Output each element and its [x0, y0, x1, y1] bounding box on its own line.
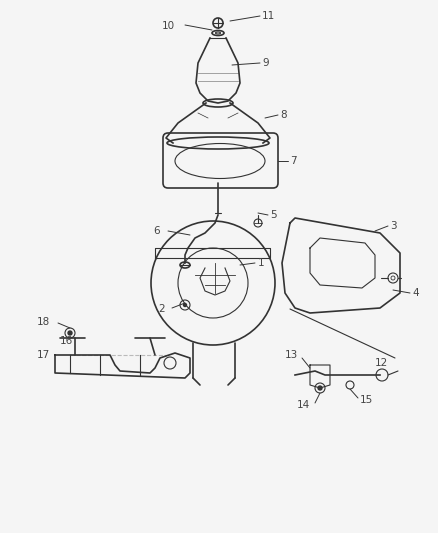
Text: 6: 6	[153, 226, 159, 236]
Text: 8: 8	[279, 110, 286, 120]
Text: 12: 12	[374, 358, 387, 368]
Text: 15: 15	[359, 395, 372, 405]
Circle shape	[68, 331, 72, 335]
Text: 7: 7	[290, 156, 296, 166]
Text: 10: 10	[162, 21, 175, 31]
Text: 1: 1	[258, 258, 264, 268]
Text: 17: 17	[37, 350, 50, 360]
Circle shape	[183, 303, 186, 306]
Circle shape	[317, 386, 321, 390]
Text: 14: 14	[296, 400, 309, 410]
Text: 3: 3	[389, 221, 396, 231]
Text: 9: 9	[261, 58, 268, 68]
Text: 16: 16	[60, 336, 73, 346]
Text: 13: 13	[284, 350, 297, 360]
Text: 5: 5	[269, 210, 276, 220]
Text: 2: 2	[158, 304, 165, 314]
Text: 4: 4	[411, 288, 418, 298]
Text: 11: 11	[261, 11, 275, 21]
Text: 18: 18	[37, 317, 50, 327]
